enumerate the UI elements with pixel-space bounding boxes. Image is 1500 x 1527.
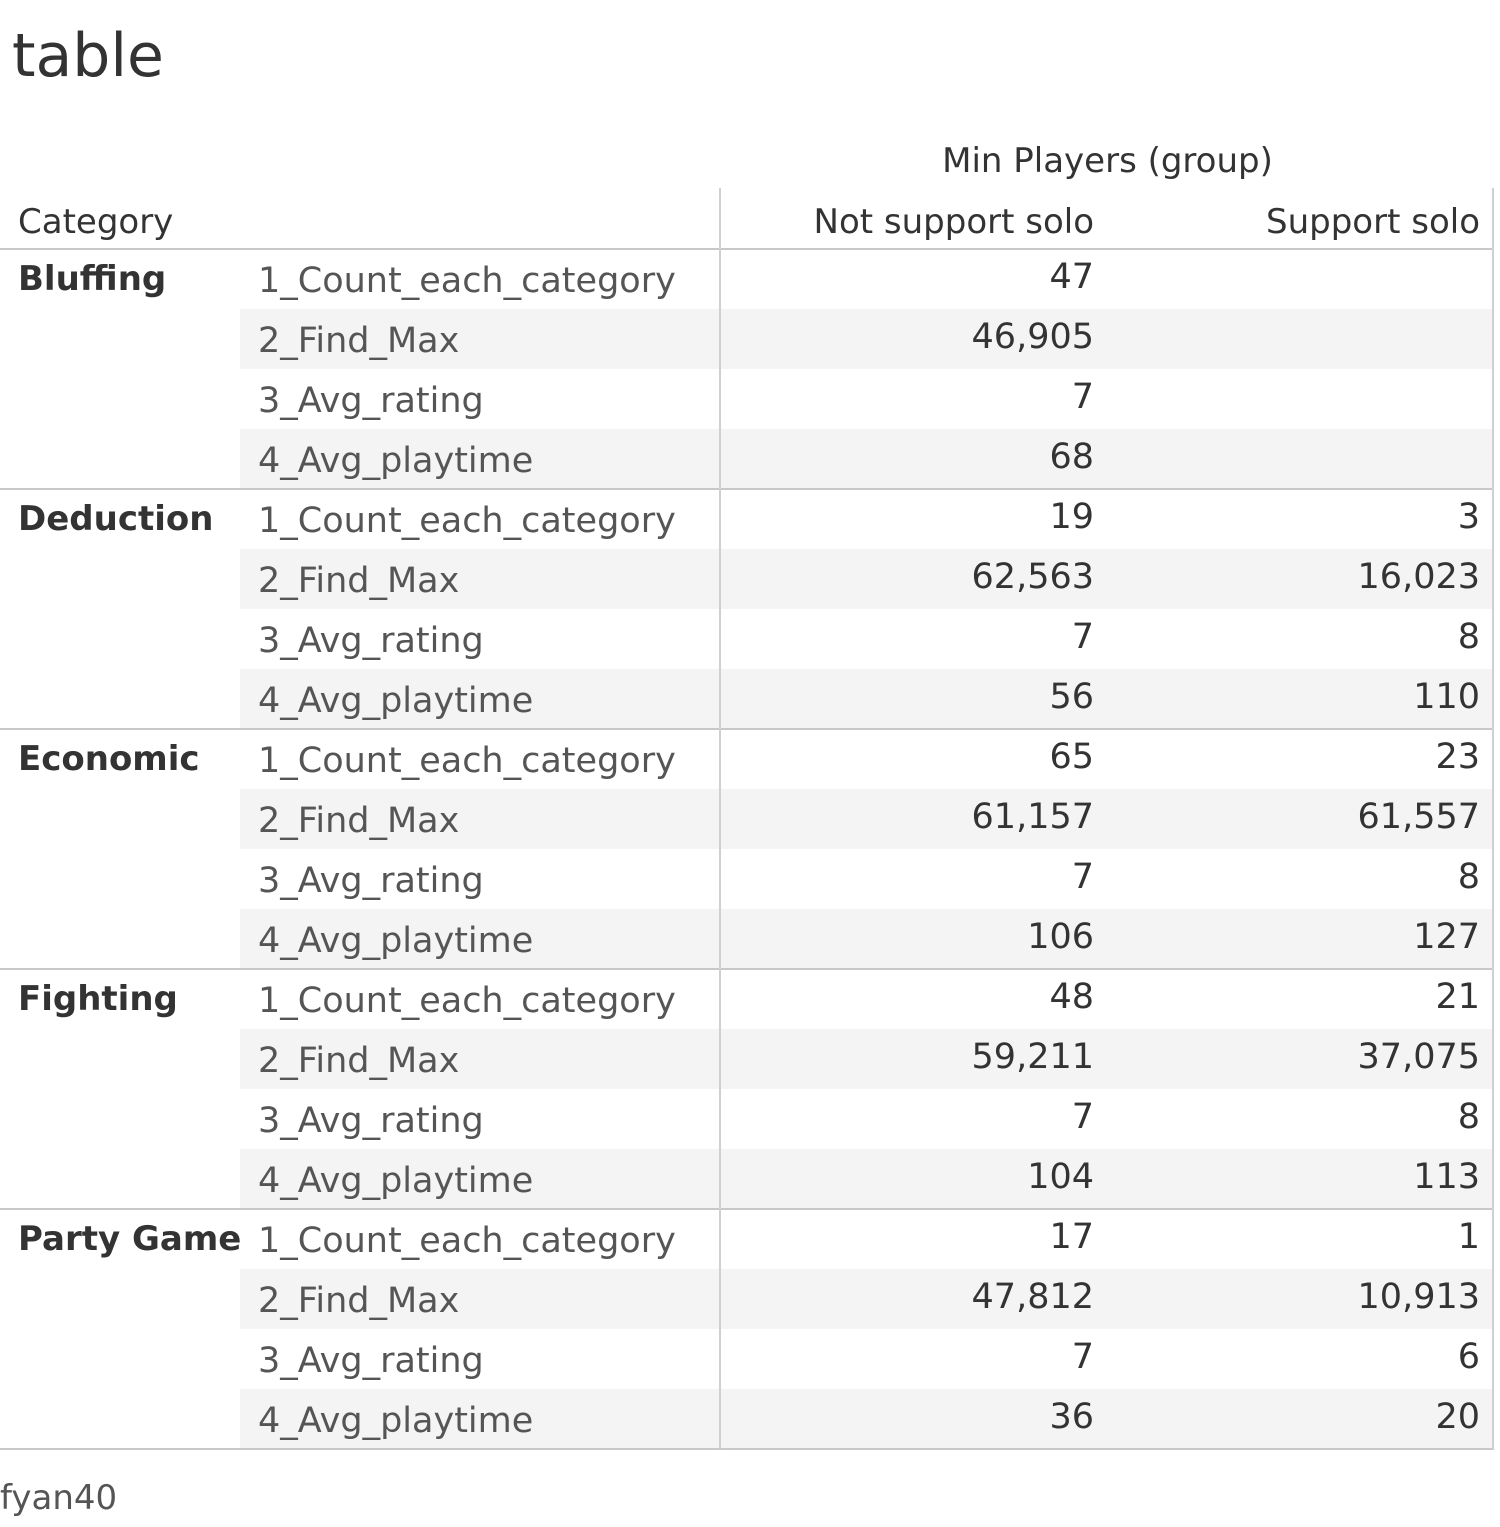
measure-label: 1_Count_each_category bbox=[258, 1221, 676, 1261]
row-band bbox=[240, 1389, 1494, 1449]
cell-support-solo: 3 bbox=[1457, 497, 1480, 537]
cell-not-support-solo: 106 bbox=[1027, 917, 1094, 957]
group-divider bbox=[0, 968, 1494, 970]
group-divider bbox=[0, 488, 1494, 490]
cell-not-support-solo: 7 bbox=[1071, 1337, 1094, 1377]
measure-label: 1_Count_each_category bbox=[258, 261, 676, 301]
cell-not-support-solo: 46,905 bbox=[971, 317, 1094, 357]
cell-support-solo: 1 bbox=[1457, 1217, 1480, 1257]
measure-label: 2_Find_Max bbox=[258, 1281, 460, 1321]
cell-not-support-solo: 7 bbox=[1071, 1097, 1094, 1137]
measure-label: 1_Count_each_category bbox=[258, 741, 676, 781]
measure-label: 2_Find_Max bbox=[258, 561, 460, 601]
row-band bbox=[240, 789, 1494, 849]
footer-author: fyan40 bbox=[0, 1478, 118, 1518]
row-band bbox=[240, 1269, 1494, 1329]
cell-not-support-solo: 36 bbox=[1049, 1397, 1094, 1437]
measure-label: 4_Avg_playtime bbox=[258, 921, 534, 961]
group-divider bbox=[0, 728, 1494, 730]
cell-support-solo: 8 bbox=[1457, 617, 1480, 657]
cell-not-support-solo: 47,812 bbox=[971, 1277, 1094, 1317]
row-band bbox=[240, 1029, 1494, 1089]
column-header-not-support-solo: Not support solo bbox=[813, 202, 1094, 242]
category-label: Bluffing bbox=[18, 259, 167, 299]
measure-label: 4_Avg_playtime bbox=[258, 1161, 534, 1201]
cell-support-solo: 10,913 bbox=[1357, 1277, 1480, 1317]
cell-support-solo: 113 bbox=[1413, 1157, 1480, 1197]
cell-support-solo: 16,023 bbox=[1357, 557, 1480, 597]
measure-label: 2_Find_Max bbox=[258, 321, 460, 361]
cell-not-support-solo: 61,157 bbox=[971, 797, 1094, 837]
row-band bbox=[240, 549, 1494, 609]
measure-label: 3_Avg_rating bbox=[258, 381, 484, 421]
cell-not-support-solo: 7 bbox=[1071, 377, 1094, 417]
cell-not-support-solo: 17 bbox=[1049, 1217, 1094, 1257]
cell-support-solo: 37,075 bbox=[1357, 1037, 1480, 1077]
row-band bbox=[240, 669, 1494, 729]
cell-support-solo: 127 bbox=[1413, 917, 1480, 957]
cell-support-solo: 8 bbox=[1457, 1097, 1480, 1137]
cell-not-support-solo: 59,211 bbox=[971, 1037, 1094, 1077]
cell-support-solo: 6 bbox=[1457, 1337, 1480, 1377]
group-divider bbox=[0, 1208, 1494, 1210]
measure-label: 1_Count_each_category bbox=[258, 981, 676, 1021]
cell-not-support-solo: 56 bbox=[1049, 677, 1094, 717]
row-band bbox=[240, 909, 1494, 969]
category-label: Deduction bbox=[18, 499, 214, 539]
measure-label: 3_Avg_rating bbox=[258, 1341, 484, 1381]
measure-label: 3_Avg_rating bbox=[258, 1101, 484, 1141]
row-band bbox=[240, 309, 1494, 369]
cell-support-solo: 61,557 bbox=[1357, 797, 1480, 837]
cell-support-solo: 23 bbox=[1435, 737, 1480, 777]
group-divider bbox=[0, 1448, 1494, 1450]
column-divider bbox=[719, 188, 721, 1449]
category-label: Economic bbox=[18, 739, 200, 779]
cell-not-support-solo: 62,563 bbox=[971, 557, 1094, 597]
cell-support-solo: 8 bbox=[1457, 857, 1480, 897]
measure-label: 2_Find_Max bbox=[258, 801, 460, 841]
cell-not-support-solo: 7 bbox=[1071, 857, 1094, 897]
page-title: table bbox=[12, 21, 164, 91]
cell-support-solo: 21 bbox=[1435, 977, 1480, 1017]
header-divider bbox=[0, 248, 1494, 250]
column-group-header: Min Players (group) bbox=[942, 141, 1273, 181]
measure-label: 2_Find_Max bbox=[258, 1041, 460, 1081]
cell-not-support-solo: 65 bbox=[1049, 737, 1094, 777]
cell-not-support-solo: 48 bbox=[1049, 977, 1094, 1017]
cell-not-support-solo: 19 bbox=[1049, 497, 1094, 537]
cell-not-support-solo: 47 bbox=[1049, 257, 1094, 297]
measure-label: 1_Count_each_category bbox=[258, 501, 676, 541]
measure-label: 4_Avg_playtime bbox=[258, 1401, 534, 1441]
cell-support-solo: 110 bbox=[1413, 677, 1480, 717]
column-header-support-solo: Support solo bbox=[1266, 202, 1480, 242]
cell-not-support-solo: 68 bbox=[1049, 437, 1094, 477]
measure-label: 4_Avg_playtime bbox=[258, 681, 534, 721]
measure-label: 4_Avg_playtime bbox=[258, 441, 534, 481]
cell-support-solo: 20 bbox=[1435, 1397, 1480, 1437]
measure-label: 3_Avg_rating bbox=[258, 861, 484, 901]
row-band bbox=[240, 429, 1494, 489]
category-label: Fighting bbox=[18, 979, 178, 1019]
table-right-edge bbox=[1492, 188, 1494, 1449]
measure-label: 3_Avg_rating bbox=[258, 621, 484, 661]
category-label: Party Game bbox=[18, 1219, 242, 1259]
cell-not-support-solo: 104 bbox=[1027, 1157, 1094, 1197]
row-band bbox=[240, 1149, 1494, 1209]
cell-not-support-solo: 7 bbox=[1071, 617, 1094, 657]
row-header-category: Category bbox=[18, 202, 174, 242]
